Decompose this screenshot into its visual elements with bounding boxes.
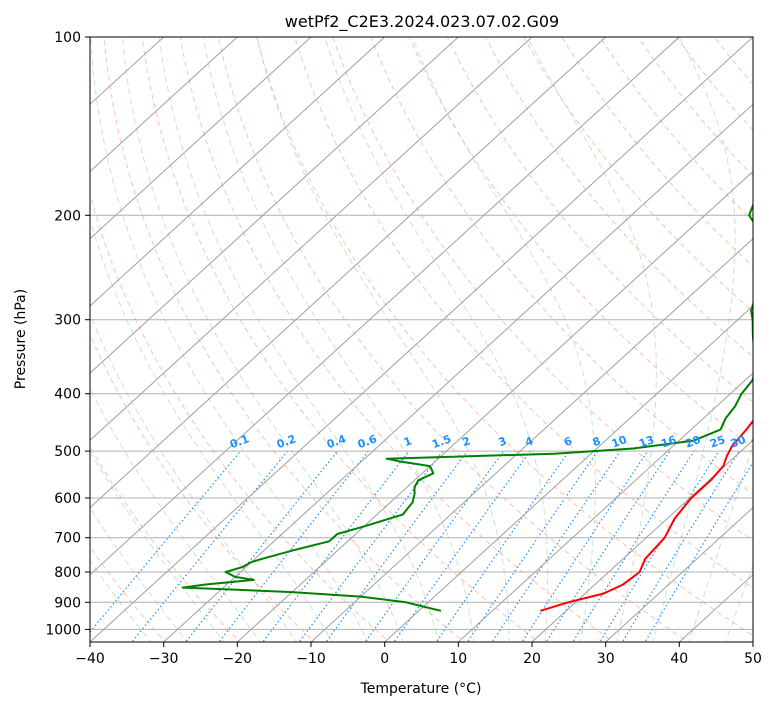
y-tick-label: 100 bbox=[54, 30, 81, 46]
isotherm-line bbox=[90, 37, 753, 642]
mixing-ratio-line bbox=[491, 450, 621, 642]
x-tick-label: −10 bbox=[296, 651, 326, 667]
dry-adiabat bbox=[408, 37, 753, 449]
mixing-ratio-label: 0.1 bbox=[228, 432, 251, 451]
x-tick-label: −30 bbox=[149, 651, 179, 667]
x-tick-label: −20 bbox=[223, 651, 253, 667]
isotherm-line bbox=[90, 37, 533, 442]
mixing-ratio-line bbox=[325, 450, 468, 642]
y-axis: 1000 900 800 700 600 500 400 300 200 100 bbox=[45, 30, 90, 638]
isotherm-line bbox=[90, 37, 459, 374]
y-tick-label: 700 bbox=[54, 531, 81, 547]
mixing-ratio-label: 2 bbox=[460, 434, 472, 449]
isotherm-line bbox=[90, 37, 607, 509]
mixing-ratio-label: 0.2 bbox=[275, 432, 298, 451]
mixing-ratio-line bbox=[599, 450, 720, 642]
y-tick-label: 1000 bbox=[45, 622, 81, 638]
mixing-ratio-label: 4 bbox=[523, 434, 535, 449]
isotherm-line bbox=[457, 372, 753, 642]
mixing-ratio-line bbox=[435, 450, 570, 642]
plot-frame bbox=[89, 36, 754, 643]
x-tick-label: 30 bbox=[597, 651, 615, 667]
pressure-gridlines bbox=[90, 37, 753, 630]
x-tick-label: −40 bbox=[75, 651, 105, 667]
mixing-ratio-label: 13 bbox=[637, 433, 656, 450]
chart-title: wetPf2_C2E3.2024.023.07.02.G09 bbox=[285, 12, 559, 32]
temperature-line bbox=[540, 419, 753, 612]
mixing-ratio-line bbox=[218, 450, 369, 642]
y-tick-label: 900 bbox=[54, 595, 81, 611]
x-tick-label: 40 bbox=[670, 651, 688, 667]
isotherm-line bbox=[310, 237, 753, 642]
dry-adiabat bbox=[294, 37, 753, 589]
isotherm-line bbox=[90, 37, 238, 173]
isotherm-line bbox=[90, 37, 386, 307]
mixing-ratio-line bbox=[545, 450, 671, 642]
y-tick-label: 400 bbox=[54, 387, 81, 403]
isotherm-line bbox=[531, 439, 753, 642]
mixing-ratio-label: 10 bbox=[610, 433, 629, 451]
dry-adiabat bbox=[370, 37, 753, 495]
dry-adiabat bbox=[90, 333, 316, 642]
y-axis-label: Pressure (hPa) bbox=[13, 289, 29, 389]
mixing-ratio-line bbox=[521, 450, 649, 642]
dry-adiabat bbox=[179, 37, 615, 642]
sounding-series bbox=[181, 203, 753, 612]
x-tick-label: 0 bbox=[380, 651, 389, 667]
x-tick-label: 20 bbox=[523, 651, 541, 667]
mixing-ratio-label: 36 bbox=[749, 433, 768, 451]
mixing-ratio-label: 8 bbox=[591, 434, 603, 449]
isotherm-line bbox=[236, 170, 753, 642]
dewpoint-line bbox=[181, 203, 753, 612]
isotherm-line bbox=[90, 37, 680, 576]
mixing-ratio-line bbox=[393, 450, 531, 642]
mixing-ratio-label: 30 bbox=[729, 433, 748, 451]
isotherm-line bbox=[605, 506, 753, 642]
isotherm-line bbox=[384, 305, 753, 642]
mixing-ratio-label: 25 bbox=[708, 433, 727, 450]
mixing-ratio-label: 0.6 bbox=[356, 432, 379, 451]
y-tick-label: 300 bbox=[54, 313, 81, 329]
isotherm-line bbox=[90, 37, 312, 240]
mixing-ratio-label: 20 bbox=[683, 433, 702, 451]
mixing-ratio-label: 1.5 bbox=[430, 432, 453, 451]
mixing-ratio-label: 16 bbox=[659, 433, 678, 451]
skewed-isotherms bbox=[90, 37, 753, 642]
moist-adiabat bbox=[90, 37, 369, 642]
mixing-ratio-label: 1 bbox=[402, 434, 414, 449]
isotherm-line bbox=[163, 103, 753, 642]
mixing-ratio-line bbox=[572, 450, 695, 642]
y-tick-label: 500 bbox=[54, 444, 81, 460]
moist-adiabat bbox=[90, 217, 333, 642]
dry-adiabat bbox=[523, 37, 753, 313]
x-tick-label: 10 bbox=[449, 651, 467, 667]
y-tick-label: 200 bbox=[54, 208, 81, 224]
x-tick-label: 50 bbox=[744, 651, 762, 667]
dry-adiabat bbox=[332, 37, 753, 542]
mixing-ratio-label: 6 bbox=[562, 434, 574, 449]
y-tick-label: 600 bbox=[54, 491, 81, 507]
x-axis: −40 −30 −20 −10 0 10 20 30 40 50 bbox=[75, 642, 762, 667]
dry-adiabat bbox=[90, 192, 391, 642]
y-tick-label: 800 bbox=[54, 565, 81, 581]
mixing-ratio-label: 3 bbox=[497, 434, 509, 449]
x-axis-label: Temperature (°C) bbox=[360, 681, 482, 697]
mixing-ratio-label: 0.4 bbox=[325, 432, 348, 451]
